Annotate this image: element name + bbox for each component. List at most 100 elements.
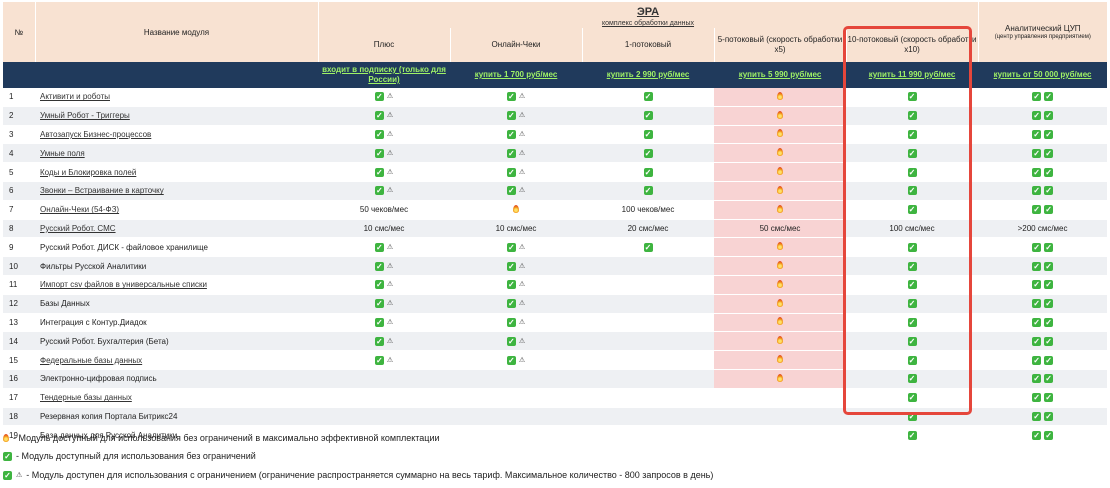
availability-icons: ✓ ⚠: [506, 148, 525, 158]
check-icon: ✓: [907, 411, 917, 421]
plan-price-cell: купить 2 990 руб/мес: [582, 62, 714, 88]
availability-icons: ✓ ✓: [1032, 430, 1054, 440]
buy-link[interactable]: купить от 50 000 руб/мес: [993, 70, 1092, 79]
module-name[interactable]: Русский Робот. СМС: [35, 219, 318, 239]
availability-icons: ✓: [907, 355, 917, 365]
era-subtitle[interactable]: комплекс обработки данных: [602, 20, 695, 27]
check-icon: ✓: [907, 280, 917, 290]
check-icon: ✓: [907, 186, 917, 196]
era-header[interactable]: ЭРА комплекс обработки данных: [318, 2, 979, 28]
fire-icon: [777, 336, 783, 345]
availability-icons: ✓ ⚠: [506, 317, 525, 327]
warning-icon: ⚠: [518, 281, 526, 289]
plan-cell: ✓ ⚠: [318, 143, 450, 164]
module-link[interactable]: Умные поля: [40, 148, 85, 158]
check-icon: ✓: [907, 167, 917, 177]
availability-icons: [777, 298, 783, 307]
plan-cell: ✓ ⚠: [450, 237, 582, 258]
check-icon: ✓: [3, 451, 12, 461]
module-link[interactable]: Русский Робот. СМС: [40, 223, 116, 233]
availability-icons: ✓ ✓: [1032, 299, 1054, 309]
warning-icon: ⚠: [518, 243, 526, 251]
row-number: 11: [3, 275, 35, 295]
price-row-blank: [35, 62, 318, 88]
warning-icon: ⚠: [386, 356, 394, 364]
availability-icons: ✓ ✓: [1032, 148, 1054, 158]
plan-cell: ✓ ✓: [978, 125, 1108, 145]
module-name[interactable]: Умный Робот - Триггеры: [35, 106, 318, 126]
check-icon: ✓: [1032, 355, 1042, 365]
availability-icons: ✓ ✓: [1032, 129, 1054, 139]
era-title[interactable]: ЭРА: [636, 6, 660, 18]
buy-link[interactable]: купить 5 990 руб/мес: [738, 70, 822, 79]
module-name[interactable]: Автозапуск Бизнес-процессов: [35, 125, 318, 145]
availability-icons: ✓ ✓: [1032, 411, 1054, 421]
availability-icons: [777, 148, 783, 157]
plan-cell: [318, 369, 450, 389]
module-name[interactable]: Тендерные базы данных: [35, 388, 318, 408]
plan-cell: [714, 143, 846, 164]
check-icon: ✓: [907, 393, 917, 403]
availability-icons: ✓: [907, 129, 917, 139]
plan-cell: ✓ ✓: [978, 88, 1108, 107]
availability-icons: ✓ ⚠: [374, 92, 393, 102]
check-icon: ✓: [1032, 205, 1042, 215]
plan-cell: ✓ ✓: [978, 162, 1108, 182]
check-icon: ✓: [374, 92, 384, 102]
check-icon: ✓: [374, 261, 384, 271]
plan-cell: [714, 200, 846, 220]
availability-icons: ✓ ⚠: [374, 148, 393, 158]
limit-text: 100 смс/мес: [889, 223, 935, 233]
table-row: 9 Русский Робот. ДИСК - файловое хранилищ…: [3, 237, 1108, 258]
module-name: Базы Данных: [35, 294, 318, 314]
module-name[interactable]: Активити и роботы: [35, 88, 318, 107]
module-name[interactable]: Звонки – Встраивание в карточку: [35, 181, 318, 201]
plan-cell: ✓ ⚠: [450, 275, 582, 295]
plan-title: 10-потоковый (скорость обработки x10): [847, 35, 977, 54]
availability-icons: [777, 110, 783, 119]
plan-cell: [450, 388, 582, 408]
buy-link[interactable]: купить 1 700 руб/мес: [474, 70, 558, 79]
availability-icons: ✓: [907, 205, 917, 215]
buy-link[interactable]: купить 11 990 руб/мес: [868, 70, 956, 79]
availability-icons: [777, 167, 783, 176]
module-link[interactable]: Онлайн-Чеки (54-ФЗ): [40, 205, 120, 215]
check-icon: ✓: [1044, 205, 1054, 215]
plan-header: 1-потоковый: [582, 28, 715, 62]
module-link[interactable]: Федеральные базы данных: [40, 355, 143, 365]
availability-icons: ✓: [643, 167, 653, 177]
plan-cell: ✓: [582, 88, 714, 107]
module-link[interactable]: Активити и роботы: [40, 92, 110, 102]
module-link[interactable]: Тендерные базы данных: [40, 393, 132, 403]
check-icon: ✓: [3, 470, 12, 480]
module-link[interactable]: Импорт csv файлов в универсальные списки: [40, 280, 207, 290]
module-link[interactable]: Коды и Блокировка полей: [40, 167, 137, 177]
fire-icon: [777, 91, 783, 100]
buy-link[interactable]: купить 2 990 руб/мес: [606, 70, 690, 79]
module-name[interactable]: Федеральные базы данных: [35, 350, 318, 370]
plan-cell: [714, 181, 846, 201]
fire-icon: [777, 204, 783, 213]
plan-cell: [450, 200, 582, 220]
module-name[interactable]: Коды и Блокировка полей: [35, 162, 318, 182]
legend-item: ✓ - Модуль доступный для использования бе…: [3, 451, 256, 461]
module-link[interactable]: Автозапуск Бизнес-процессов: [40, 129, 152, 139]
plan-cell: [714, 388, 846, 408]
plan-cell: [582, 425, 714, 446]
plan-cell: ✓: [582, 106, 714, 126]
plan-cell: [714, 350, 846, 370]
availability-icons: ✓: [907, 411, 917, 421]
module-name[interactable]: Умные поля: [35, 143, 318, 164]
module-link[interactable]: Умный Робот - Триггеры: [40, 111, 130, 121]
module-link[interactable]: Звонки – Встраивание в карточку: [40, 186, 164, 196]
check-icon: ✓: [506, 186, 516, 196]
availability-icons: [777, 279, 783, 288]
check-icon: ✓: [1032, 111, 1042, 121]
check-icon: ✓: [1032, 393, 1042, 403]
buy-link[interactable]: входит в подписку (только для России): [322, 65, 446, 84]
module-name: Электронно-цифровая подпись: [35, 369, 318, 389]
module-name[interactable]: Импорт csv файлов в универсальные списки: [35, 275, 318, 295]
module-name[interactable]: Онлайн-Чеки (54-ФЗ): [35, 200, 318, 220]
plan-cell: ✓ ✓: [978, 407, 1108, 427]
plan-cell: ✓: [846, 143, 979, 164]
